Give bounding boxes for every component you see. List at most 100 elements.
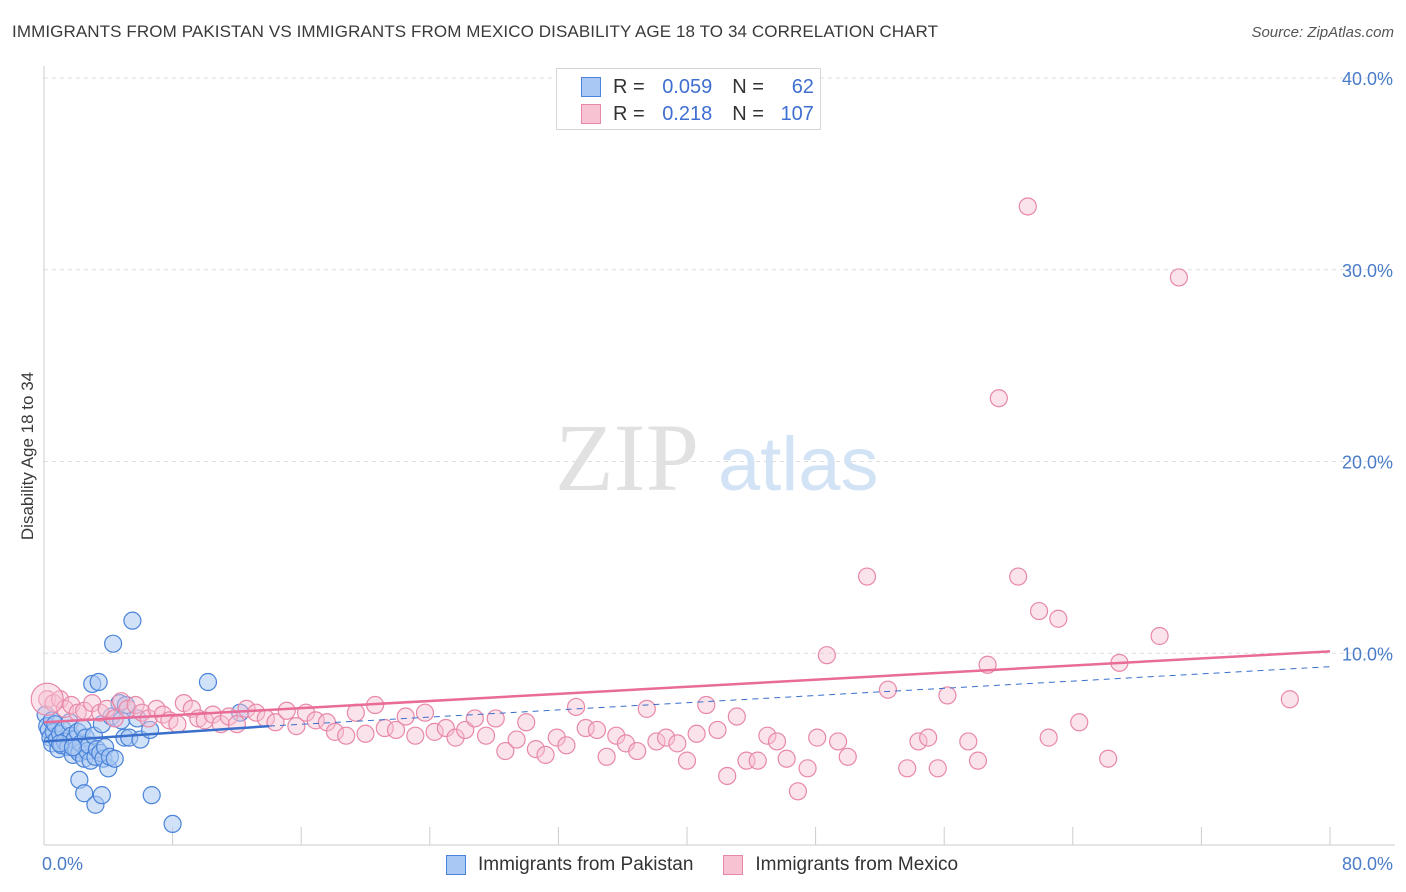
data-point-mexico bbox=[306, 711, 325, 730]
data-point-mexico bbox=[396, 707, 415, 726]
x-tick-label-min: 0.0% bbox=[42, 854, 83, 874]
data-point-mexico bbox=[968, 751, 988, 770]
watermark-zip: ZIP bbox=[555, 404, 699, 511]
data-point-mexico bbox=[798, 759, 817, 778]
data-point-mexico bbox=[607, 726, 626, 745]
data-point-mexico bbox=[526, 740, 545, 759]
data-point-mexico bbox=[928, 759, 947, 778]
data-point-mexico bbox=[857, 567, 877, 586]
data-point-mexico bbox=[668, 734, 687, 753]
data-point-mexico bbox=[576, 718, 595, 738]
data-point-mexico bbox=[829, 732, 848, 751]
data-point-mexico bbox=[446, 728, 465, 747]
data-point-mexico bbox=[337, 726, 356, 745]
pakistan-legend-swatch bbox=[446, 855, 466, 875]
data-point-mexico bbox=[938, 686, 957, 705]
data-point-mexico bbox=[557, 736, 576, 755]
n-value-mexico: 107 bbox=[780, 102, 814, 125]
data-point-mexico bbox=[1049, 609, 1068, 628]
data-point-mexico-large bbox=[30, 682, 64, 716]
series-legend: Immigrants from Pakistan Immigrants from… bbox=[446, 852, 988, 878]
data-point-mexico bbox=[517, 713, 536, 732]
trend-line-mexico bbox=[43, 650, 1331, 724]
y-tick-label: 30.0% bbox=[1342, 261, 1393, 281]
data-point-mexico bbox=[677, 751, 697, 770]
data-point-mexico bbox=[425, 722, 444, 741]
data-point-mexico bbox=[1099, 749, 1118, 768]
data-point-mexico bbox=[356, 724, 375, 743]
data-point-mexico bbox=[817, 646, 836, 665]
r-value-mexico: 0.218 bbox=[662, 102, 713, 125]
legend-label-mexico: Immigrants from Mexico bbox=[755, 854, 959, 875]
data-point-mexico bbox=[628, 741, 647, 761]
data-point-mexico bbox=[536, 745, 555, 764]
y-tick-label: 20.0% bbox=[1342, 453, 1393, 473]
data-point-mexico bbox=[247, 703, 266, 722]
data-point-mexico bbox=[647, 732, 666, 751]
data-point-pakistan bbox=[123, 611, 142, 630]
data-point-mexico bbox=[587, 720, 607, 740]
data-point-mexico bbox=[50, 690, 70, 709]
data-point-pakistan bbox=[75, 784, 94, 803]
data-point-mexico bbox=[1169, 268, 1188, 287]
r-label: R = bbox=[613, 102, 645, 125]
data-point-mexico bbox=[1280, 690, 1299, 709]
data-point-mexico bbox=[708, 720, 727, 740]
x-tick-label-max: 80.0% bbox=[1342, 854, 1393, 874]
data-point-mexico bbox=[406, 726, 425, 745]
stats-row-mexico: R = 0.218 N = 107 bbox=[581, 102, 814, 126]
data-point-mexico bbox=[788, 782, 808, 801]
data-point-mexico bbox=[507, 730, 526, 749]
r-value-pakistan: 0.059 bbox=[662, 75, 713, 98]
data-point-mexico bbox=[325, 722, 345, 741]
data-point-mexico bbox=[878, 680, 898, 699]
axes bbox=[43, 66, 1395, 846]
data-point-pakistan bbox=[89, 672, 108, 692]
data-point-mexico bbox=[657, 728, 676, 747]
tick-labels: 10.0% 20.0% 30.0% 40.0% 0.0% 80.0% bbox=[42, 69, 1393, 874]
y-tick-label: 40.0% bbox=[1342, 69, 1393, 89]
mexico-points bbox=[30, 197, 1299, 801]
trend-line-pakistan-extended bbox=[269, 666, 1331, 727]
stats-row-pakistan: R = 0.059 N = 62 bbox=[581, 75, 814, 99]
data-point-mexico bbox=[718, 766, 737, 786]
data-point-mexico bbox=[727, 707, 746, 726]
stats-legend: R = 0.059 N = 62 R = 0.218 N = 107 bbox=[556, 68, 821, 130]
data-point-mexico bbox=[547, 728, 566, 747]
data-point-mexico bbox=[989, 389, 1008, 408]
data-point-pakistan bbox=[104, 634, 123, 653]
n-value-pakistan: 62 bbox=[791, 75, 814, 98]
data-point-mexico bbox=[597, 747, 616, 766]
mexico-swatch bbox=[581, 104, 601, 124]
data-point-mexico bbox=[637, 699, 656, 718]
legend-item-mexico[interactable]: Immigrants from Mexico bbox=[723, 854, 958, 876]
trend-lines bbox=[43, 650, 1331, 743]
source-credit: Source: ZipAtlas.com bbox=[1251, 24, 1394, 41]
data-point-mexico bbox=[898, 759, 917, 778]
data-point-mexico bbox=[758, 726, 777, 745]
data-point-mexico bbox=[566, 697, 586, 717]
watermark: ZIP atlas bbox=[555, 404, 879, 511]
n-label: N = bbox=[732, 102, 764, 125]
data-point-mexico bbox=[1150, 626, 1169, 646]
data-point-pakistan bbox=[142, 786, 161, 805]
data-point-mexico bbox=[465, 709, 484, 728]
trend-line-pakistan bbox=[43, 724, 270, 743]
data-point-mexico bbox=[909, 732, 928, 751]
pakistan-points bbox=[36, 611, 250, 834]
data-point-mexico bbox=[748, 751, 767, 770]
data-point-mexico bbox=[476, 726, 496, 745]
data-point-mexico bbox=[386, 720, 406, 740]
data-point-mexico bbox=[266, 713, 285, 732]
chart-title: IMMIGRANTS FROM PAKISTAN VS IMMIGRANTS F… bbox=[12, 22, 939, 41]
data-point-mexico bbox=[486, 709, 505, 728]
data-point-mexico bbox=[1018, 197, 1037, 216]
data-point-mexico bbox=[808, 728, 827, 747]
data-point-mexico bbox=[1070, 713, 1089, 732]
legend-item-pakistan[interactable]: Immigrants from Pakistan bbox=[446, 854, 693, 876]
gridlines bbox=[44, 77, 1395, 654]
n-label: N = bbox=[732, 75, 764, 98]
data-point-mexico bbox=[1009, 567, 1028, 586]
data-point-mexico bbox=[777, 749, 796, 768]
